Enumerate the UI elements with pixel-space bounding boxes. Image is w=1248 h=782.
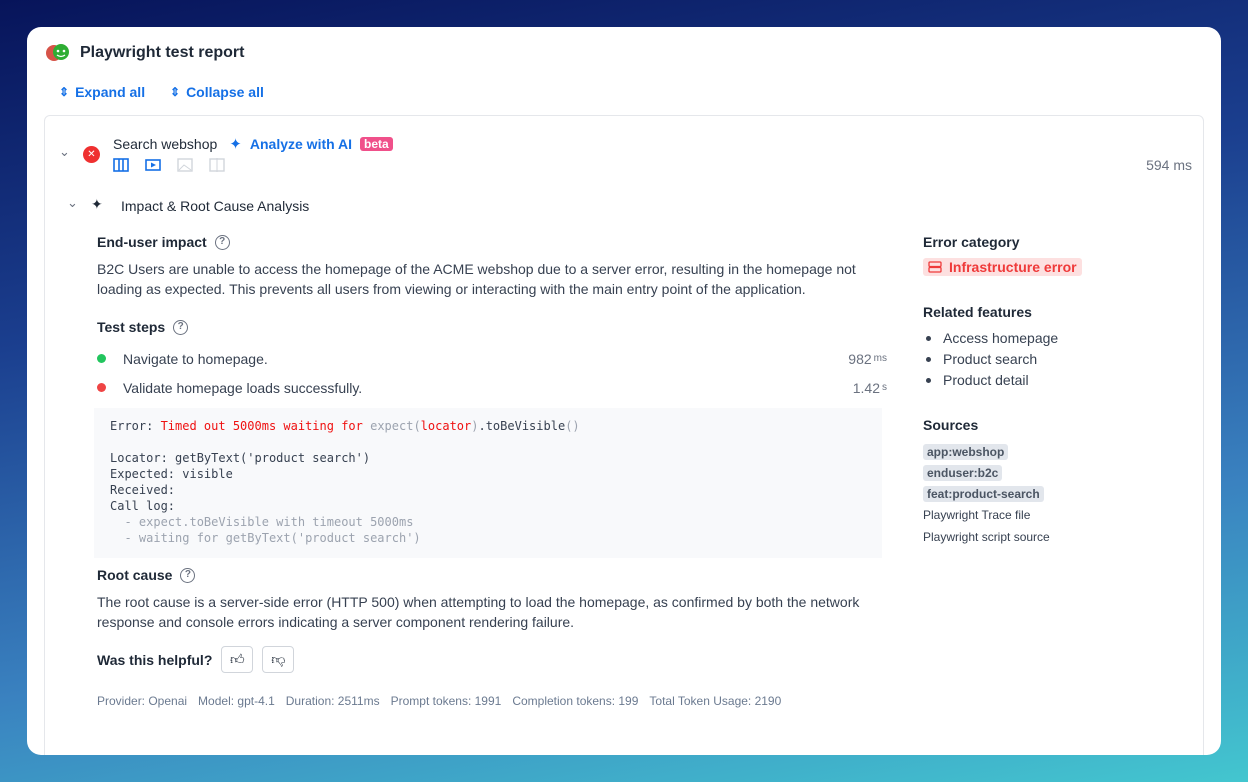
test-result-panel: ⌄ ✕ Search webshop ✦ Analyze with AI bet… xyxy=(44,115,1204,755)
beta-badge: beta xyxy=(360,137,393,151)
page-title: Playwright test report xyxy=(80,44,245,61)
category-heading: Error category xyxy=(923,234,1020,250)
step-row[interactable]: Validate homepage loads successfully. 1.… xyxy=(97,373,887,402)
help-icon[interactable]: ? xyxy=(214,234,230,250)
expand-icon: ⇕ xyxy=(59,85,70,99)
steps-list: Navigate to homepage. 982 ms Validate hom… xyxy=(97,344,887,402)
impact-text: B2C Users are unable to access the homep… xyxy=(97,261,856,297)
impact-heading: End-user impact xyxy=(97,234,207,250)
step-duration: 982 xyxy=(848,350,872,367)
chevron-down-icon[interactable]: ⌄ xyxy=(59,144,70,159)
step-label: Navigate to homepage. xyxy=(123,350,268,367)
step-duration: 1.42 xyxy=(852,379,880,396)
helpful-label: Was this helpful? xyxy=(97,651,213,668)
chevron-down-icon[interactable]: ⌄ xyxy=(67,195,78,210)
error-log: Error: Timed out 5000ms waiting for expe… xyxy=(94,408,882,558)
failed-status-icon: ✕ xyxy=(83,146,100,163)
video-icon[interactable] xyxy=(145,158,161,172)
root-cause-text: The root cause is a server-side error (H… xyxy=(97,594,860,630)
trace-file-link[interactable]: Playwright Trace file xyxy=(923,508,1031,522)
collapse-all-button[interactable]: ⇕ Collapse all xyxy=(170,84,264,100)
expand-all-button[interactable]: ⇕ Expand all xyxy=(59,84,146,100)
script-source-link[interactable]: Playwright script source xyxy=(923,530,1050,544)
sparkle-icon: ✦ xyxy=(229,136,242,153)
thumbs-up-button[interactable]: 👍︎ xyxy=(221,646,254,673)
source-tag: feat:product-search xyxy=(923,486,1044,502)
playwright-logo-icon xyxy=(46,44,69,61)
source-tag: app:webshop xyxy=(923,444,1009,460)
help-icon[interactable]: ? xyxy=(173,319,189,335)
collapse-icon: ⇕ xyxy=(170,85,181,99)
feature-item: Product search xyxy=(923,349,1183,370)
feature-item: Product detail xyxy=(923,370,1183,391)
trace-icon[interactable] xyxy=(113,158,129,172)
passed-dot-icon xyxy=(97,354,106,363)
feature-item: Access homepage xyxy=(923,328,1183,349)
analyze-with-ai-button[interactable]: Analyze with AI xyxy=(249,136,353,152)
sources-heading: Sources xyxy=(923,417,979,433)
image-diff-icon xyxy=(209,158,225,172)
test-name[interactable]: Search webshop xyxy=(113,136,218,152)
root-cause-heading: Root cause xyxy=(97,567,173,583)
features-heading: Related features xyxy=(923,304,1032,320)
analysis-sidebar: Error category Infrastructure error Rela… xyxy=(923,234,1183,544)
features-list: Access homepage Product search Product d… xyxy=(923,328,1183,391)
step-row[interactable]: Navigate to homepage. 982 ms xyxy=(97,344,887,373)
error-category-badge: Infrastructure error xyxy=(923,258,1082,276)
help-icon[interactable]: ? xyxy=(180,567,196,583)
server-icon xyxy=(928,261,942,273)
source-tag: enduser:b2c xyxy=(923,465,1003,481)
step-unit: ms xyxy=(873,353,887,364)
report-card: Playwright test report ⇕ Expand all ⇕ Coll… xyxy=(27,27,1221,755)
thumbs-down-button[interactable]: 👎︎ xyxy=(262,646,295,673)
failed-dot-icon xyxy=(97,383,106,392)
sparkle-icon: ✦ xyxy=(91,196,103,212)
test-duration: 594 ms xyxy=(1146,157,1192,173)
steps-heading: Test steps xyxy=(97,319,166,335)
thumbs-down-icon: 👎︎ xyxy=(271,651,286,667)
thumbs-up-icon: 👍︎ xyxy=(230,651,245,667)
analysis-title: Impact & Root Cause Analysis xyxy=(121,198,310,214)
image-icon xyxy=(177,158,193,172)
step-unit: s xyxy=(882,382,887,393)
step-label: Validate homepage loads successfully. xyxy=(123,379,363,396)
analysis-meta: Provider: Openai Model: gpt-4.1 Duration: … xyxy=(97,694,782,708)
